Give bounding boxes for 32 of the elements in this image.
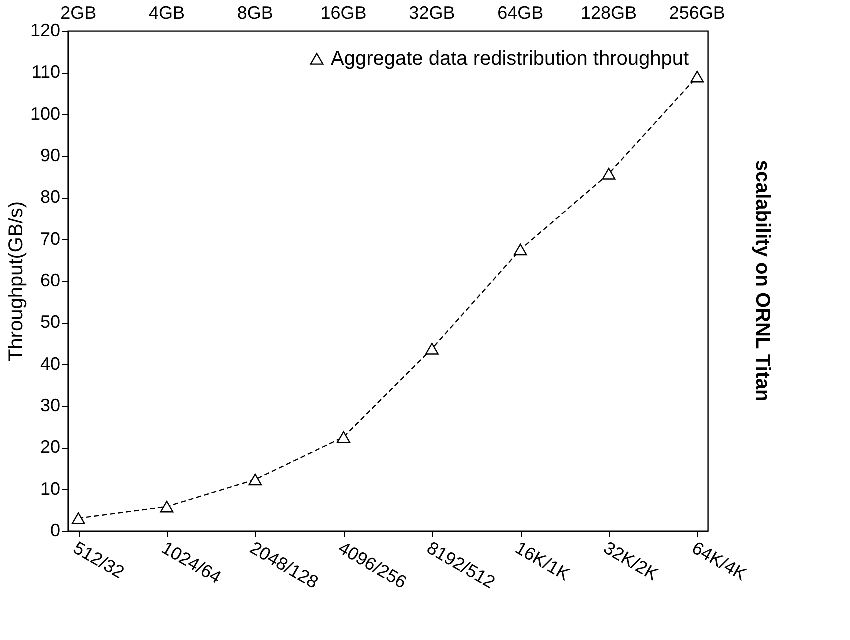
y-tick-label: 10: [40, 478, 60, 499]
y-tick-label: 80: [40, 187, 60, 208]
y-tick-label: 30: [40, 396, 60, 416]
text: 256GB: [669, 3, 726, 23]
point: [602, 168, 616, 180]
text: 8GB: [237, 3, 274, 23]
text: 128GB: [580, 3, 638, 23]
text: 64GB: [498, 3, 544, 23]
text: scalability on ORNL Titan: [752, 160, 774, 402]
text: 32GB: [409, 3, 456, 23]
point: [514, 244, 528, 256]
y-tick-label: 40: [40, 354, 60, 374]
point: [160, 500, 174, 513]
y-tick-label: 120: [30, 20, 60, 40]
y-tick-label: 50: [40, 312, 60, 332]
point: [337, 431, 351, 444]
y-tick-label: 110: [32, 62, 60, 82]
y-tick-label: 60: [40, 270, 60, 290]
text: 2GB: [60, 3, 97, 23]
y-tick-label: 100: [30, 104, 60, 124]
y-tick-label: 70: [40, 228, 60, 249]
point: [425, 343, 439, 355]
legend-label: Aggregate data redistribution throughput: [331, 48, 690, 70]
text: 4GB: [148, 3, 186, 23]
point: [72, 512, 86, 524]
y-tick-label: 20: [40, 437, 60, 458]
text: 16GB: [320, 3, 367, 23]
point: [690, 70, 704, 83]
point: [248, 474, 262, 486]
y-tick-label: 0: [50, 520, 60, 540]
y-axis-title: Throughput(GB/s): [5, 201, 28, 362]
y-tick-label: 90: [40, 146, 60, 166]
